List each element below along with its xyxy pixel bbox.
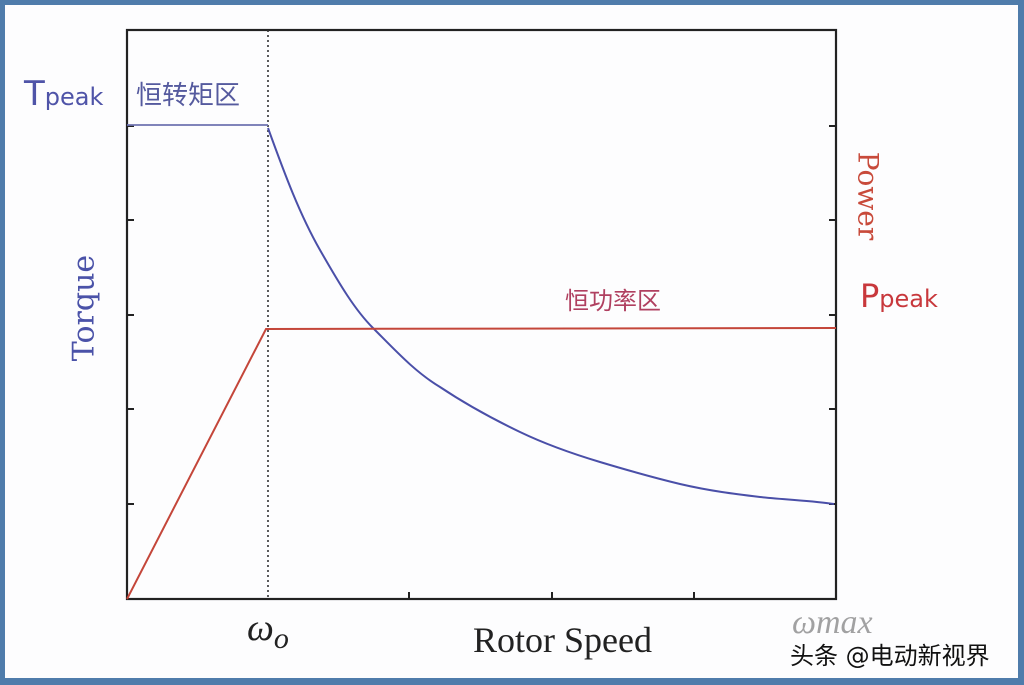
power-curve <box>126 327 837 600</box>
constant-power-zone-label: 恒功率区 <box>565 287 661 315</box>
x-axis-label: Rotor Speed <box>473 620 652 660</box>
watermark-text: 头条 @电动新视界 <box>790 642 990 670</box>
ppeak-sub: peak <box>879 285 938 313</box>
power-axis-label: Power <box>851 151 885 241</box>
plot-frame <box>125 28 838 601</box>
omega-main: ω <box>247 607 274 649</box>
left-axis-ticks <box>127 125 134 505</box>
constant-torque-zone-label: 恒转矩区 <box>136 81 241 111</box>
tpeak-sub: peak <box>44 83 104 111</box>
omega-sub: o <box>273 622 289 655</box>
ppeak-main: P <box>860 277 880 315</box>
base-speed-tick-label: ωo <box>247 606 289 655</box>
torque-axis-label: Torque <box>66 254 102 362</box>
torque-peak-label: Tpeak <box>24 74 103 117</box>
bottom-axis-ticks <box>408 592 695 599</box>
max-speed-tick-label: ωmax <box>792 604 873 641</box>
tpeak-main: T <box>24 74 45 114</box>
torque-curve <box>267 127 835 505</box>
power-peak-label: Ppeak <box>860 276 938 319</box>
